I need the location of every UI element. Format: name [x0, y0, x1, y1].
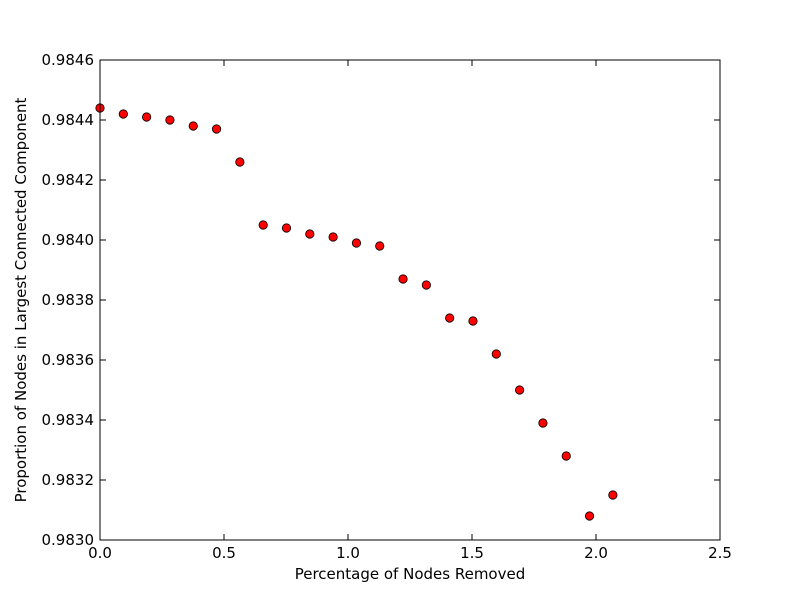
- y-tick-label: 0.9846: [42, 51, 95, 69]
- data-point: [142, 112, 152, 122]
- data-point: [491, 349, 501, 359]
- data-point: [561, 451, 571, 461]
- data-point: [118, 109, 128, 119]
- data-point: [375, 241, 385, 251]
- x-tick-label: 1.5: [460, 544, 484, 562]
- x-axis-label: Percentage of Nodes Removed: [295, 565, 526, 583]
- x-tick-label: 0.5: [212, 544, 236, 562]
- data-point: [584, 511, 595, 521]
- data-point: [281, 223, 292, 233]
- y-tick-label: 0.9840: [42, 231, 95, 249]
- plot-frame: [99, 59, 721, 541]
- data-point: [165, 115, 175, 125]
- x-tick-label: 0.0: [88, 544, 112, 562]
- x-tick-labels: 0.0 0.5 1.0 1.5 2.0 2.5: [88, 544, 732, 562]
- data-point: [351, 238, 362, 248]
- x-tick-label: 2.5: [708, 544, 732, 562]
- x-tick-label: 2.0: [584, 544, 608, 562]
- data-point: [235, 157, 245, 167]
- data-point: [445, 313, 455, 323]
- y-tick-label: 0.9838: [42, 291, 95, 309]
- y-tick-label: 0.9830: [42, 531, 95, 549]
- data-point: [515, 385, 525, 395]
- data-point: [398, 274, 408, 284]
- data-point: [305, 229, 315, 239]
- data-point: [211, 124, 222, 134]
- y-tick-label: 0.9836: [42, 351, 95, 369]
- x-tick-label: 1.0: [336, 544, 360, 562]
- y-axis-label: Proportion of Nodes in Largest Connected…: [12, 97, 30, 502]
- data-point: [608, 490, 618, 500]
- data-point: [468, 316, 478, 326]
- data-point: [258, 220, 268, 230]
- data-point: [421, 280, 431, 290]
- y-tick-labels: 0.9830 0.9832 0.9834 0.9836 0.9838 0.9840 0.98…: [42, 51, 95, 549]
- y-tick-label: 0.9844: [42, 111, 95, 129]
- y-tick-label: 0.9834: [42, 411, 95, 429]
- data-point: [328, 232, 338, 242]
- data-point: [188, 121, 198, 131]
- y-tick-label: 0.9832: [42, 471, 95, 489]
- plot-area: [100, 60, 720, 540]
- y-tick-label: 0.9842: [42, 171, 95, 189]
- data-points: [95, 103, 618, 521]
- data-point: [538, 418, 548, 428]
